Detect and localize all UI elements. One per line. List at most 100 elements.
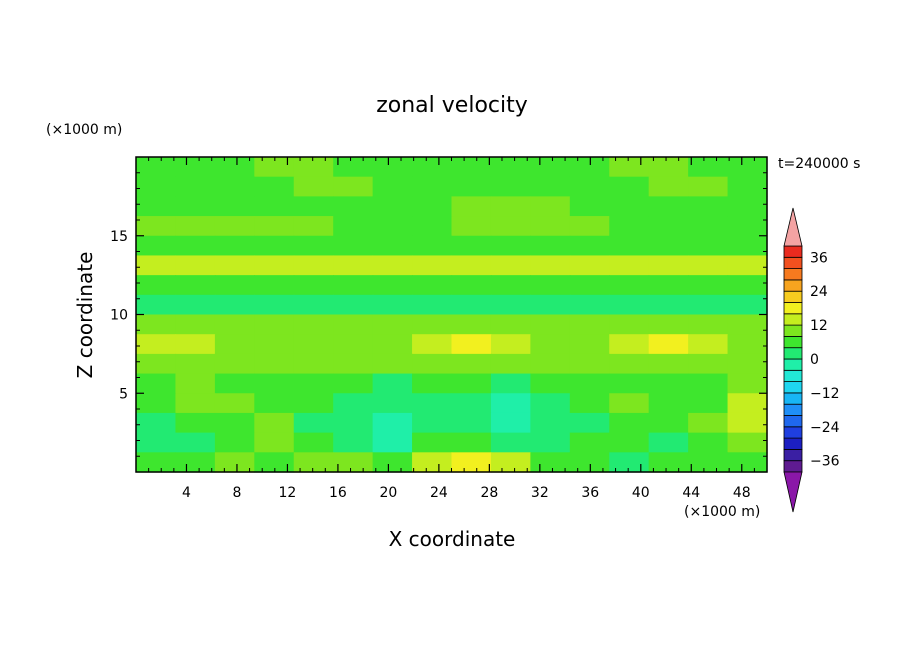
x-tick-label: 24: [430, 485, 448, 501]
contour-cell: [530, 412, 571, 434]
contour-cell: [293, 353, 334, 375]
contour-cell: [451, 353, 492, 375]
contour-cell: [727, 334, 768, 355]
contour-cell: [175, 314, 216, 335]
contour-cell: [490, 294, 531, 316]
x-tick-label: 8: [232, 485, 241, 501]
contour-cell: [569, 314, 610, 335]
colorbar-segment: [783, 403, 803, 416]
contour-cell: [688, 275, 729, 296]
contour-cell: [569, 157, 610, 178]
contour-cell: [688, 176, 729, 197]
contour-cell: [412, 275, 453, 296]
contour-cell: [412, 216, 453, 237]
contour-cell: [372, 157, 413, 178]
colorbar-tick-label: 0: [810, 352, 819, 368]
contour-cell: [136, 176, 177, 197]
contour-cell: [648, 216, 689, 237]
contour-cell: [333, 157, 374, 178]
contour-cell: [254, 275, 295, 296]
contour-cell: [175, 275, 216, 296]
contour-cell: [175, 393, 216, 414]
contour-cell: [688, 314, 729, 335]
contour-cell: [136, 412, 177, 434]
contour-cell: [569, 176, 610, 197]
contour-cell: [254, 255, 295, 276]
contour-cell: [490, 432, 531, 453]
contour-cell: [254, 157, 295, 178]
contour-cell: [136, 393, 177, 414]
contour-cell: [727, 353, 768, 375]
contour-cell: [136, 452, 177, 473]
contour-cell: [175, 334, 216, 355]
colorbar-segment: [783, 448, 803, 462]
contour-cell: [727, 393, 768, 414]
contour-cell: [490, 353, 531, 375]
contour-cell: [136, 373, 177, 394]
contour-cell: [254, 196, 295, 217]
contour-cell: [412, 176, 453, 197]
contour-cell: [490, 235, 531, 257]
contour-cell: [490, 196, 531, 217]
contour-cell: [214, 196, 255, 217]
contour-cell: [609, 373, 650, 394]
contour-cell: [254, 294, 295, 316]
contour-cell: [609, 314, 650, 335]
contour-cell: [175, 255, 216, 276]
contour-cell: [333, 294, 374, 316]
x-tick-label: 12: [279, 485, 297, 501]
contour-cell: [214, 294, 255, 316]
contour-cell: [293, 393, 334, 414]
contour-cell: [569, 432, 610, 453]
colorbar-segment: [783, 381, 803, 394]
contour-cell: [293, 255, 334, 276]
colorbar-segment: [783, 335, 803, 349]
contour-cell: [688, 255, 729, 276]
contour-cell: [530, 294, 571, 316]
contour-cell: [648, 255, 689, 276]
contour-cell: [293, 432, 334, 453]
contour-cell: [648, 334, 689, 355]
contour-cell: [648, 275, 689, 296]
contour-cell: [609, 432, 650, 453]
x-tick-label: 48: [733, 485, 751, 501]
contour-cell: [688, 373, 729, 394]
colorbar-segment: [783, 245, 803, 258]
contour-cell: [727, 314, 768, 335]
contour-cell: [214, 452, 255, 473]
contour-cell: [412, 314, 453, 335]
contour-cell: [412, 353, 453, 375]
contour-cell: [451, 314, 492, 335]
contour-cell: [412, 393, 453, 414]
contour-cell: [727, 412, 768, 434]
contour-cell: [451, 334, 492, 355]
colorbar-segment: [783, 313, 803, 326]
contour-cell: [530, 275, 571, 296]
contour-cell: [372, 393, 413, 414]
contour-cell: [175, 235, 216, 257]
colorbar-segment: [783, 279, 803, 292]
colorbar-tick-label: 12: [810, 318, 828, 334]
y-tick-label: 5: [119, 386, 128, 402]
contour-cell: [175, 373, 216, 394]
contour-cell: [688, 353, 729, 375]
contour-cell: [490, 157, 531, 178]
contour-cell: [175, 353, 216, 375]
contour-cell: [136, 255, 177, 276]
contour-cell: [333, 176, 374, 197]
contour-cell: [372, 353, 413, 375]
contour-cell: [136, 216, 177, 237]
contour-cell: [214, 412, 255, 434]
colorbar-segment: [783, 290, 803, 303]
contour-cell: [451, 216, 492, 237]
contour-cell: [569, 294, 610, 316]
contour-cell: [451, 432, 492, 453]
contour-cell: [451, 294, 492, 316]
contour-cell: [293, 275, 334, 296]
contour-field: [136, 157, 768, 473]
x-tick-label: 44: [682, 485, 700, 501]
contour-cell: [727, 157, 768, 178]
colorbar-under-arrow: [783, 471, 803, 513]
contour-cell: [451, 373, 492, 394]
contour-cell: [490, 216, 531, 237]
